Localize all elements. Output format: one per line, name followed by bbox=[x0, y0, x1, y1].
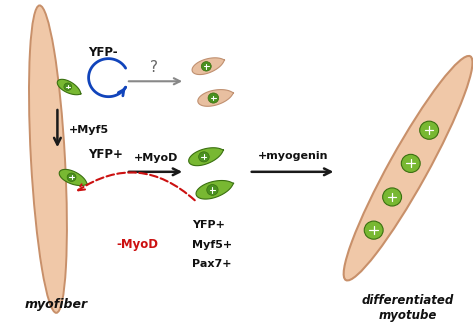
Text: YFP+: YFP+ bbox=[192, 220, 225, 230]
Ellipse shape bbox=[364, 221, 383, 239]
Ellipse shape bbox=[383, 188, 401, 206]
Text: Myf5+: Myf5+ bbox=[192, 240, 232, 250]
Text: +myogenin: +myogenin bbox=[257, 151, 328, 161]
Text: myofiber: myofiber bbox=[24, 297, 87, 310]
Polygon shape bbox=[198, 89, 234, 106]
Text: YFP-: YFP- bbox=[88, 46, 118, 59]
Ellipse shape bbox=[344, 56, 473, 280]
FancyArrowPatch shape bbox=[78, 172, 195, 200]
Ellipse shape bbox=[64, 83, 72, 90]
Ellipse shape bbox=[208, 93, 219, 103]
Text: Pax7+: Pax7+ bbox=[192, 259, 232, 269]
Ellipse shape bbox=[201, 62, 211, 71]
Text: +Myf5: +Myf5 bbox=[69, 125, 109, 135]
Text: ?: ? bbox=[150, 60, 158, 75]
Ellipse shape bbox=[199, 152, 209, 162]
Ellipse shape bbox=[207, 184, 218, 195]
Ellipse shape bbox=[401, 154, 420, 172]
Polygon shape bbox=[196, 181, 234, 199]
Text: differentiated: differentiated bbox=[362, 294, 454, 307]
Ellipse shape bbox=[29, 5, 67, 313]
Ellipse shape bbox=[419, 121, 438, 139]
Text: -MyoD: -MyoD bbox=[117, 238, 159, 251]
Text: YFP+: YFP+ bbox=[88, 148, 123, 161]
Polygon shape bbox=[59, 169, 88, 185]
Polygon shape bbox=[57, 79, 82, 95]
Ellipse shape bbox=[67, 173, 76, 182]
Text: +MyoD: +MyoD bbox=[134, 153, 178, 163]
Text: myotube: myotube bbox=[379, 309, 438, 322]
Polygon shape bbox=[189, 148, 224, 166]
Polygon shape bbox=[192, 58, 225, 75]
